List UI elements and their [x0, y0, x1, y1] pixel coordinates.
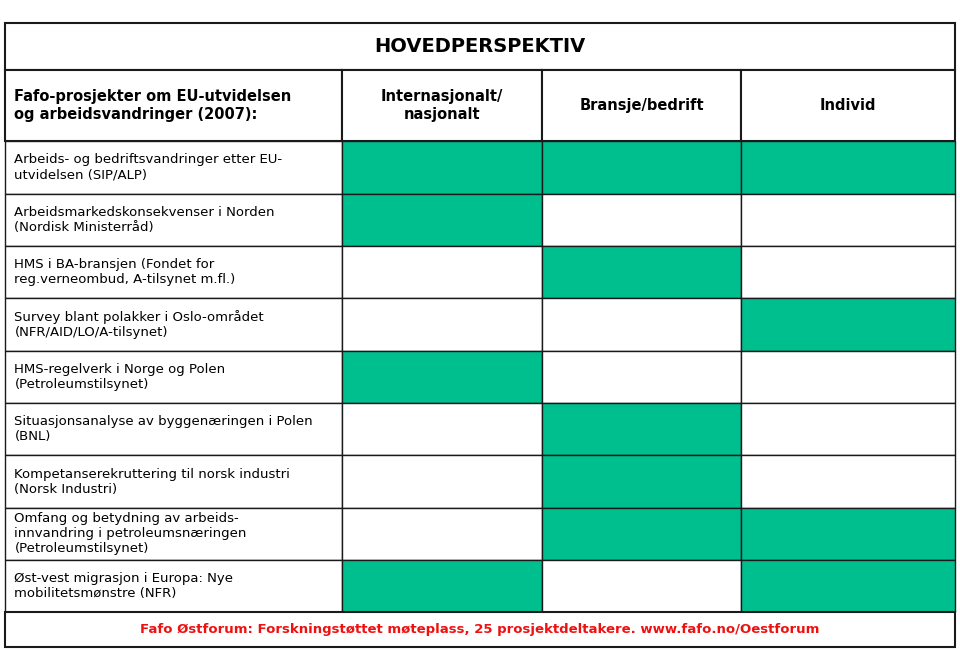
Text: Fafo-prosjekter om EU-utvidelsen
og arbeidsvandringer (2007):: Fafo-prosjekter om EU-utvidelsen og arbe…	[14, 89, 292, 122]
Bar	[342, 456, 541, 508]
Bar	[5, 560, 342, 612]
Bar	[541, 246, 741, 298]
Bar	[342, 70, 541, 141]
Bar	[741, 298, 955, 351]
Text: Omfang og betydning av arbeids-
innvandring i petroleumsnæringen
(Petroleumstils: Omfang og betydning av arbeids- innvandr…	[14, 512, 247, 555]
Bar	[342, 141, 541, 194]
Bar	[741, 560, 955, 612]
Bar	[5, 351, 342, 403]
Bar	[5, 403, 342, 456]
Bar	[5, 141, 342, 194]
Bar	[741, 508, 955, 560]
Text: HOVEDPERSPEKTIV: HOVEDPERSPEKTIV	[374, 36, 586, 56]
Bar	[5, 23, 955, 70]
Bar	[541, 560, 741, 612]
Bar	[541, 298, 741, 351]
Bar	[741, 194, 955, 246]
Bar	[541, 141, 741, 194]
Bar	[741, 351, 955, 403]
Bar	[541, 70, 741, 141]
Bar	[741, 456, 955, 508]
Text: Bransje/bedrift: Bransje/bedrift	[579, 98, 704, 113]
Text: Arbeids- og bedriftsvandringer etter EU-
utvidelsen (SIP/ALP): Arbeids- og bedriftsvandringer etter EU-…	[14, 153, 282, 181]
Text: Survey blant polakker i Oslo-området
(NFR/AID/LO/A-tilsynet): Survey blant polakker i Oslo-området (NF…	[14, 310, 264, 339]
Bar	[5, 70, 342, 141]
Bar	[541, 351, 741, 403]
Bar	[342, 508, 541, 560]
Bar	[5, 194, 342, 246]
Text: Individ: Individ	[820, 98, 876, 113]
Text: Internasjonalt/
nasjonalt: Internasjonalt/ nasjonalt	[381, 89, 503, 122]
Bar	[5, 456, 342, 508]
Bar	[342, 246, 541, 298]
Text: HMS-regelverk i Norge og Polen
(Petroleumstilsynet): HMS-regelverk i Norge og Polen (Petroleu…	[14, 363, 226, 391]
Text: Arbeidsmarkedskonsekvenser i Norden
(Nordisk Ministerråd): Arbeidsmarkedskonsekvenser i Norden (Nor…	[14, 206, 275, 234]
Bar	[741, 141, 955, 194]
Bar	[5, 508, 342, 560]
Text: Øst-vest migrasjon i Europa: Nye
mobilitetsmønstre (NFR): Øst-vest migrasjon i Europa: Nye mobilit…	[14, 572, 233, 600]
Bar	[342, 194, 541, 246]
Bar	[5, 298, 342, 351]
Bar	[741, 403, 955, 456]
Bar	[741, 70, 955, 141]
Bar	[342, 560, 541, 612]
Bar	[342, 351, 541, 403]
Bar	[541, 508, 741, 560]
Text: Fafo Østforum: Forskningstøttet møteplass, 25 prosjektdeltakere. www.fafo.no/Oes: Fafo Østforum: Forskningstøttet møteplas…	[140, 623, 820, 636]
Text: HMS i BA-bransjen (Fondet for
reg.verneombud, A-tilsynet m.fl.): HMS i BA-bransjen (Fondet for reg.verneo…	[14, 258, 235, 286]
Bar	[5, 246, 342, 298]
Bar	[541, 403, 741, 456]
Bar	[741, 246, 955, 298]
Bar	[541, 194, 741, 246]
Text: Kompetanserekruttering til norsk industri
(Norsk Industri): Kompetanserekruttering til norsk industr…	[14, 467, 290, 495]
Bar	[342, 403, 541, 456]
Text: Situasjonsanalyse av byggenæringen i Polen
(BNL): Situasjonsanalyse av byggenæringen i Pol…	[14, 415, 313, 443]
Bar	[342, 298, 541, 351]
Bar	[541, 456, 741, 508]
Bar	[5, 612, 955, 647]
